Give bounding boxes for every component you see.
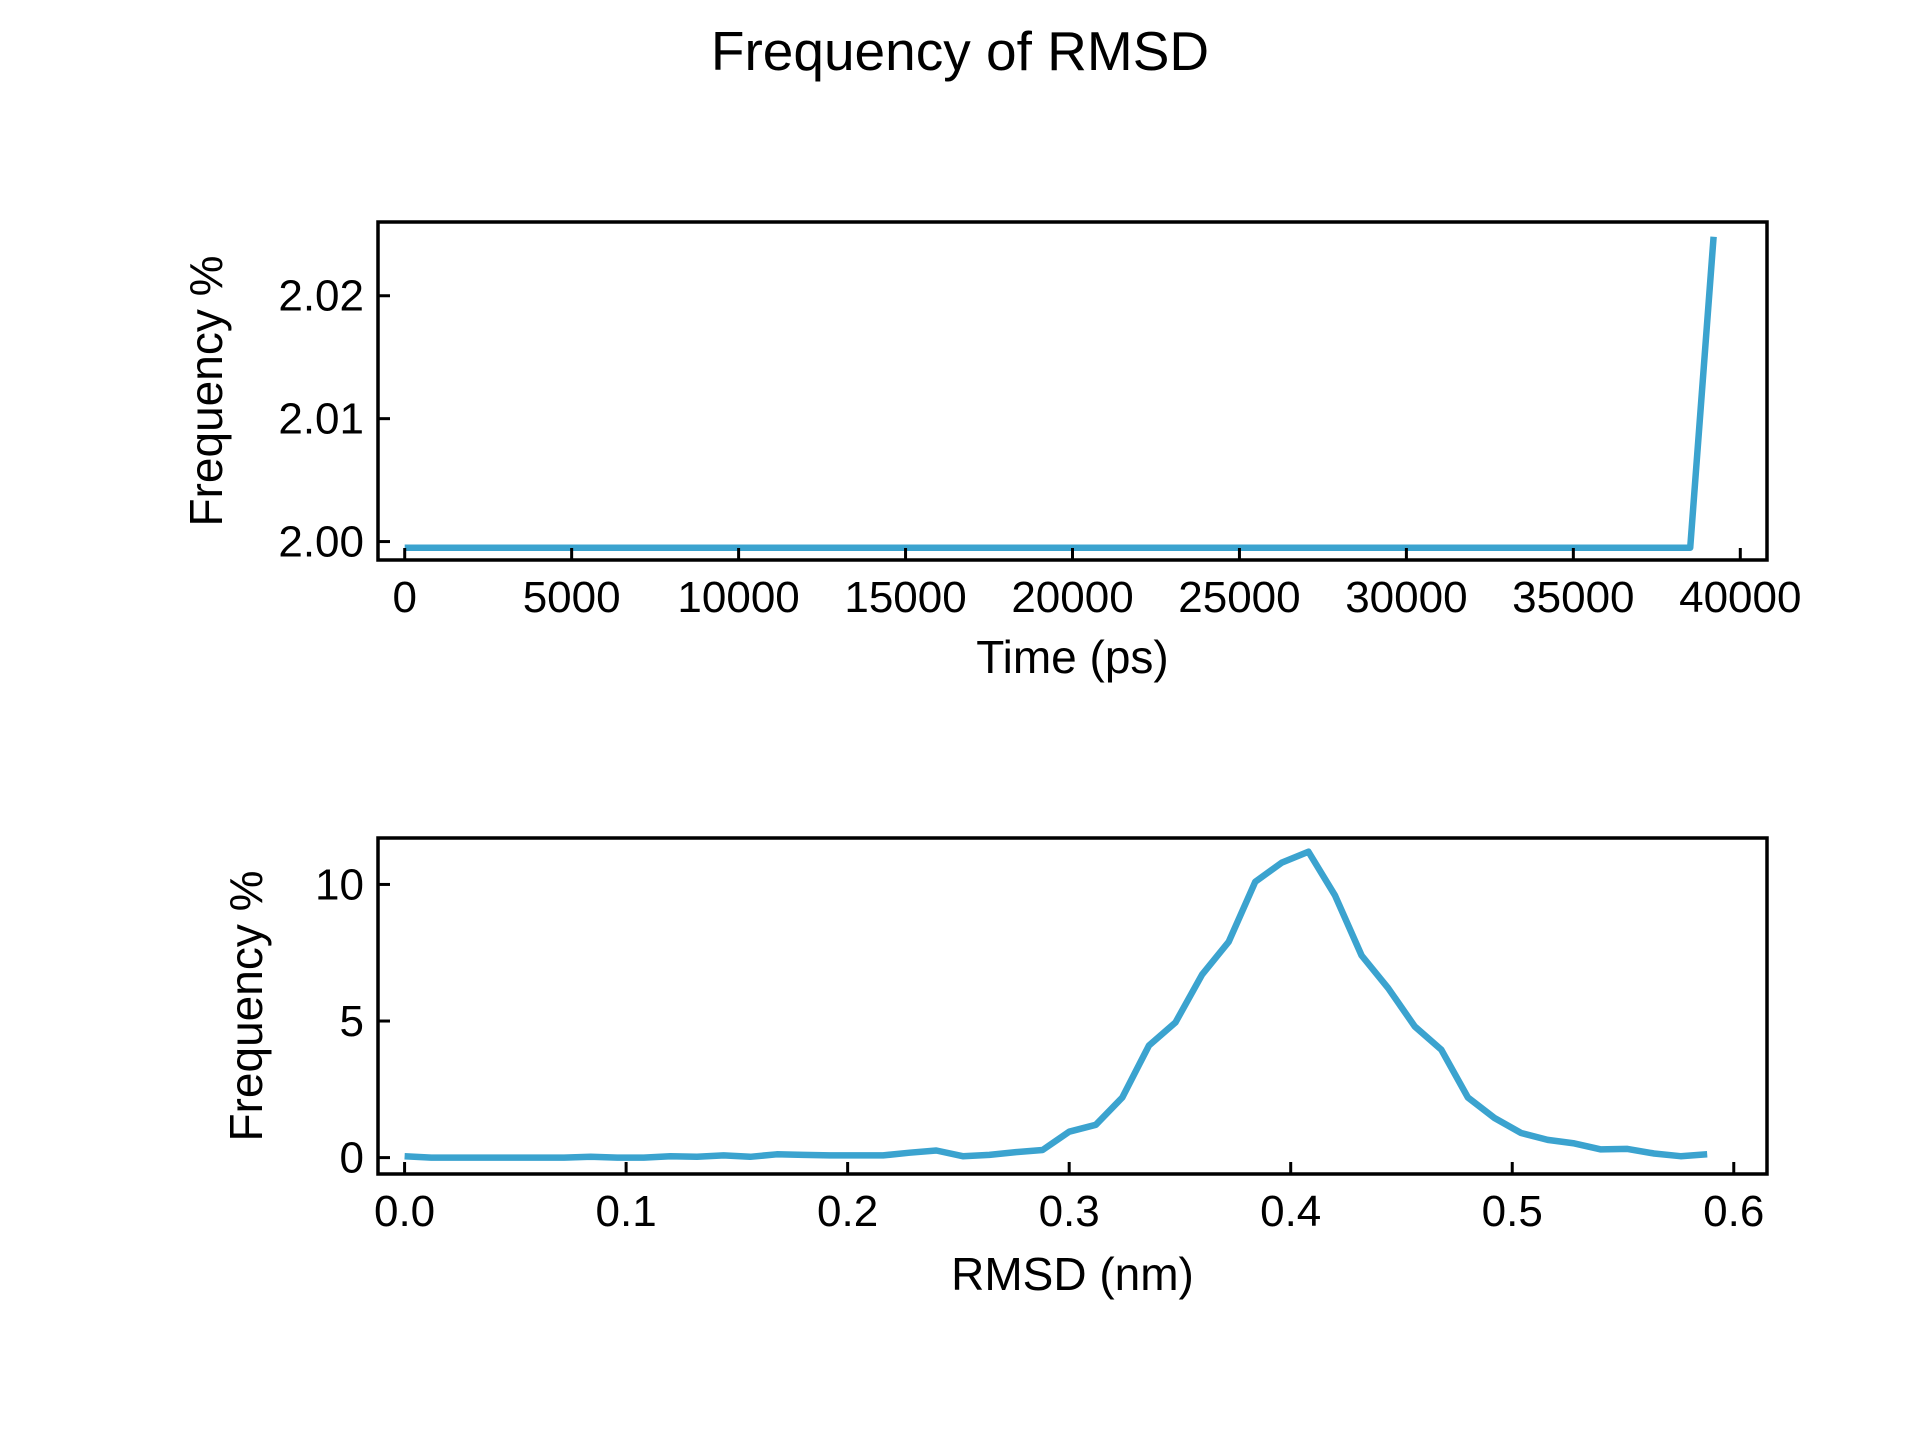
x-tick-label: 0 <box>392 573 416 622</box>
series-line-0 <box>404 236 1717 551</box>
time-frequency-plot: 0 5000 10000 15000 20000 25000 30000 35000 40000… <box>180 220 1801 683</box>
plot-frame <box>376 836 1769 1176</box>
x-tick-label: 15000 <box>844 573 966 622</box>
y-tick-label: 10 <box>315 860 364 909</box>
x-axis-label: Time (ps) <box>976 631 1169 683</box>
x-tick-label: 5000 <box>523 573 621 622</box>
x-tick-label: 20000 <box>1011 573 1133 622</box>
y-tick-label: 2.00 <box>278 518 364 567</box>
x-tick-label: 10000 <box>677 573 799 622</box>
y-axis-label: Frequency % <box>220 870 272 1141</box>
x-tick-label: 40000 <box>1679 573 1801 622</box>
x-tick-label: 0.2 <box>817 1187 878 1236</box>
rmsd-frequency-plot: 0.0 0.1 0.2 0.3 0.4 0.5 0.6 0 5 10 RMSD (nm) Freque… <box>220 836 1769 1300</box>
y-tick-label: 5 <box>340 997 364 1046</box>
figure-title: Frequency of RMSD <box>711 20 1209 82</box>
x-tick-label: 25000 <box>1178 573 1300 622</box>
y-tick-label: 2.02 <box>278 272 364 321</box>
x-tick-label: 0.3 <box>1039 1187 1100 1236</box>
x-tick-label: 35000 <box>1512 573 1634 622</box>
plot-frame <box>376 220 1769 562</box>
x-tick-label: 0.4 <box>1260 1187 1321 1236</box>
y-axis-label: Frequency % <box>180 255 232 526</box>
series-line-0 <box>404 848 1708 1161</box>
x-tick-label: 0.5 <box>1482 1187 1543 1236</box>
x-tick-label: 0.0 <box>374 1187 435 1236</box>
x-tick-label: 0.1 <box>596 1187 657 1236</box>
y-tick-label: 2.01 <box>278 395 364 444</box>
x-tick-label: 0.6 <box>1703 1187 1764 1236</box>
x-tick-label: 30000 <box>1345 573 1467 622</box>
y-tick-label: 0 <box>340 1134 364 1183</box>
x-axis-label: RMSD (nm) <box>951 1248 1194 1300</box>
